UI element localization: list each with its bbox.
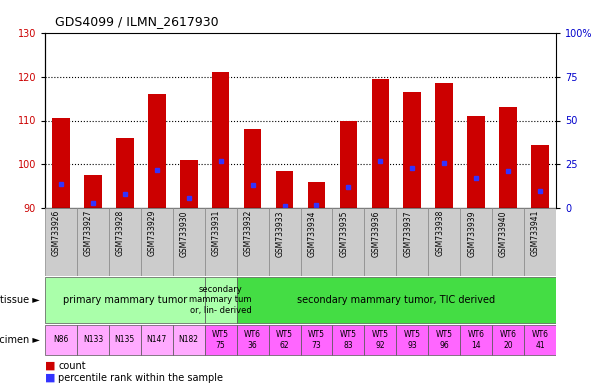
Text: GSM733939: GSM733939 xyxy=(467,210,476,257)
Bar xyxy=(45,324,77,355)
Bar xyxy=(237,324,269,355)
Bar xyxy=(403,92,421,208)
Bar xyxy=(499,108,517,208)
Bar xyxy=(237,277,556,323)
Bar xyxy=(300,324,332,355)
Bar xyxy=(45,208,77,276)
Bar xyxy=(364,208,396,276)
Bar xyxy=(269,324,300,355)
Text: GSM733926: GSM733926 xyxy=(52,210,61,257)
Bar xyxy=(116,138,133,208)
Bar xyxy=(205,208,237,276)
Text: WT5
62: WT5 62 xyxy=(276,330,293,350)
Bar xyxy=(77,208,109,276)
Bar xyxy=(52,118,70,208)
Bar xyxy=(531,144,549,208)
Bar xyxy=(492,324,524,355)
Text: WT5
96: WT5 96 xyxy=(436,330,453,350)
Text: GDS4099 / ILMN_2617930: GDS4099 / ILMN_2617930 xyxy=(55,15,219,28)
Text: GSM733931: GSM733931 xyxy=(212,210,221,257)
Bar xyxy=(300,208,332,276)
Bar xyxy=(109,324,141,355)
Text: GSM733929: GSM733929 xyxy=(148,210,157,257)
Bar xyxy=(429,324,460,355)
Bar xyxy=(396,324,429,355)
Bar xyxy=(205,277,237,323)
Text: WT5
93: WT5 93 xyxy=(404,330,421,350)
Bar xyxy=(429,208,460,276)
Bar xyxy=(84,175,102,208)
Text: WT5
83: WT5 83 xyxy=(340,330,357,350)
Text: GSM733941: GSM733941 xyxy=(531,210,540,257)
Text: N182: N182 xyxy=(178,336,199,344)
Text: N133: N133 xyxy=(83,336,103,344)
Bar xyxy=(436,83,453,208)
Text: WT6
36: WT6 36 xyxy=(244,330,261,350)
Text: WT6
20: WT6 20 xyxy=(499,330,517,350)
Text: GSM733940: GSM733940 xyxy=(499,210,508,257)
Bar xyxy=(524,324,556,355)
Bar xyxy=(371,79,389,208)
Bar xyxy=(524,208,556,276)
Text: GSM733936: GSM733936 xyxy=(371,210,380,257)
Text: secondary
mammary tum
or, lin- derived: secondary mammary tum or, lin- derived xyxy=(189,285,252,315)
Text: N147: N147 xyxy=(147,336,167,344)
Text: WT6
41: WT6 41 xyxy=(531,330,549,350)
Bar xyxy=(308,182,325,208)
Text: WT5
75: WT5 75 xyxy=(212,330,229,350)
Bar xyxy=(269,208,300,276)
Text: ■: ■ xyxy=(45,361,55,371)
Text: GSM733933: GSM733933 xyxy=(275,210,284,257)
Text: WT5
73: WT5 73 xyxy=(308,330,325,350)
Text: tissue ►: tissue ► xyxy=(0,295,40,305)
Bar xyxy=(172,208,205,276)
Text: GSM733937: GSM733937 xyxy=(403,210,412,257)
Text: GSM733934: GSM733934 xyxy=(308,210,317,257)
Bar xyxy=(109,208,141,276)
Text: WT6
14: WT6 14 xyxy=(468,330,484,350)
Bar xyxy=(172,324,205,355)
Bar xyxy=(141,208,172,276)
Bar xyxy=(396,208,429,276)
Text: specimen ►: specimen ► xyxy=(0,335,40,345)
Bar xyxy=(244,129,261,208)
Text: percentile rank within the sample: percentile rank within the sample xyxy=(58,373,223,383)
Bar xyxy=(468,116,485,208)
Bar xyxy=(237,208,269,276)
Text: GSM733930: GSM733930 xyxy=(180,210,189,257)
Bar xyxy=(364,324,396,355)
Bar xyxy=(332,324,364,355)
Text: ■: ■ xyxy=(45,373,55,383)
Text: GSM733932: GSM733932 xyxy=(243,210,252,257)
Bar xyxy=(77,324,109,355)
Text: N86: N86 xyxy=(53,336,69,344)
Text: primary mammary tumor: primary mammary tumor xyxy=(63,295,187,305)
Text: WT5
92: WT5 92 xyxy=(372,330,389,350)
Text: GSM733928: GSM733928 xyxy=(116,210,125,256)
Bar xyxy=(45,277,205,323)
Bar xyxy=(492,208,524,276)
Bar xyxy=(460,324,492,355)
Text: count: count xyxy=(58,361,86,371)
Text: GSM733935: GSM733935 xyxy=(340,210,349,257)
Bar xyxy=(332,208,364,276)
Bar xyxy=(212,72,230,208)
Bar xyxy=(276,171,293,208)
Bar xyxy=(148,94,165,208)
Bar xyxy=(180,160,198,208)
Bar xyxy=(205,324,237,355)
Bar xyxy=(460,208,492,276)
Text: GSM733938: GSM733938 xyxy=(435,210,444,257)
Bar xyxy=(340,121,357,208)
Text: N135: N135 xyxy=(115,336,135,344)
Text: secondary mammary tumor, TIC derived: secondary mammary tumor, TIC derived xyxy=(297,295,495,305)
Bar xyxy=(141,324,172,355)
Text: GSM733927: GSM733927 xyxy=(84,210,93,257)
